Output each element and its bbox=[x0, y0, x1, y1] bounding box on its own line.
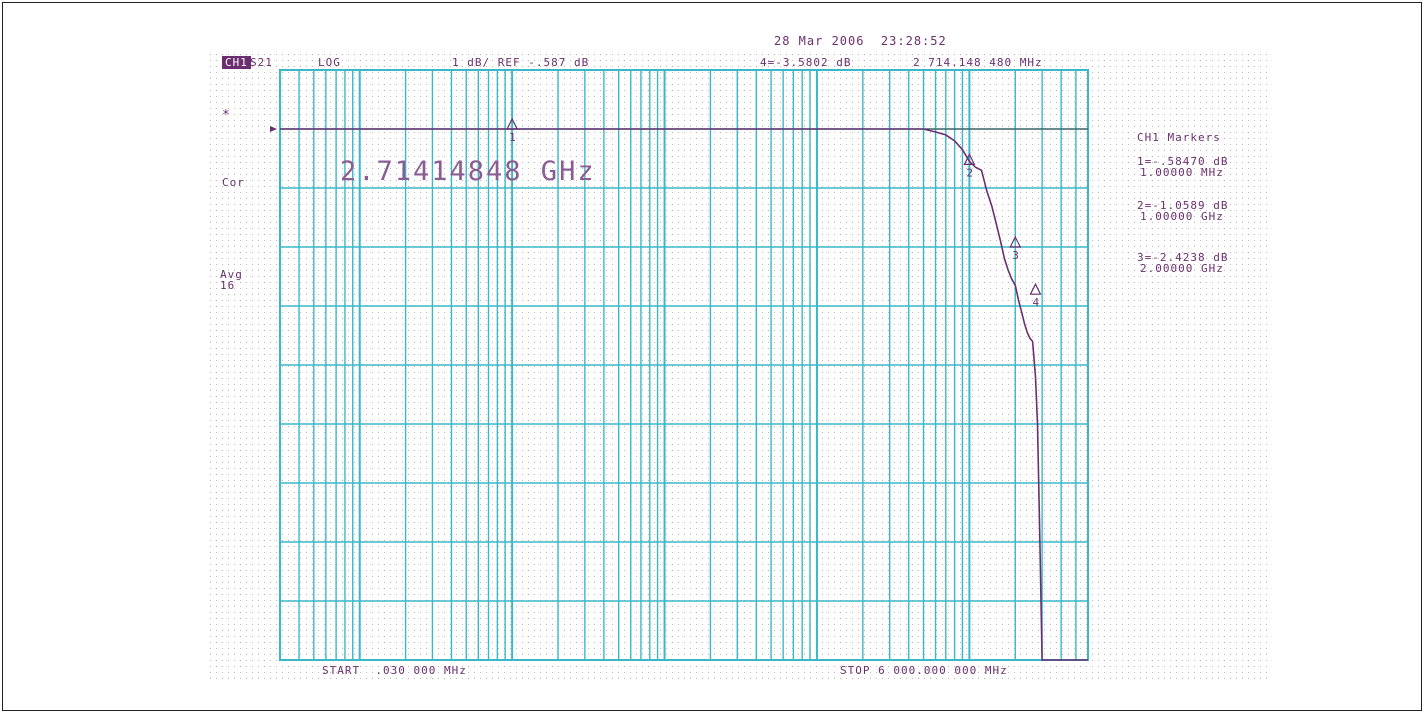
grid-frame bbox=[279, 69, 1089, 661]
averaging-indicator: Avg bbox=[220, 268, 243, 281]
active-marker-freq: 2 714.148 480 MHz bbox=[913, 56, 1043, 69]
marker-1-value: 1=-.58470 dB bbox=[1137, 155, 1229, 168]
marker-3-label: 3 bbox=[1012, 249, 1019, 262]
marker-3-freq: 2.00000 GHz bbox=[1140, 262, 1224, 275]
marker-3-value: 3=-2.4238 dB bbox=[1137, 251, 1229, 264]
active-marker-value: 4=-3.5802 dB bbox=[760, 56, 852, 69]
star-indicator: * bbox=[222, 108, 231, 123]
marker-2-value: 2=-1.0589 dB bbox=[1137, 199, 1229, 212]
marker-4-triangle bbox=[1029, 282, 1042, 295]
scale-ref: 1 dB/ REF -.587 dB bbox=[452, 56, 590, 69]
marker-1-freq: 1.00000 MHz bbox=[1140, 166, 1224, 179]
markers-panel-title: CH1 Markers bbox=[1137, 131, 1221, 144]
marker-2-triangle bbox=[963, 153, 976, 165]
stop-frequency: STOP 6 000.000 000 MHz bbox=[840, 664, 1008, 677]
s-parameter: S21 bbox=[250, 56, 273, 69]
marker-2-label: 2 bbox=[966, 166, 973, 179]
reference-indicator bbox=[270, 126, 277, 132]
marker-2-freq: 1.00000 GHz bbox=[1140, 210, 1224, 223]
trace-line-1 bbox=[280, 128, 1088, 661]
averaging-count: 16 bbox=[220, 279, 236, 292]
marker-3-triangle bbox=[1009, 235, 1022, 248]
format-label: LOG bbox=[318, 56, 341, 69]
correction-indicator: Cor bbox=[222, 176, 245, 189]
datetime: 28 Mar 2006 23:28:52 bbox=[774, 34, 947, 48]
marker-1-triangle bbox=[506, 117, 519, 130]
start-frequency: START .030 000 MHz bbox=[322, 664, 467, 677]
frequency-readout: 2.71414848 GHz bbox=[340, 156, 596, 187]
marker-1-label: 1 bbox=[509, 131, 516, 144]
marker-4-label: 4 bbox=[1032, 296, 1039, 309]
channel-badge: CH1 bbox=[222, 56, 251, 69]
